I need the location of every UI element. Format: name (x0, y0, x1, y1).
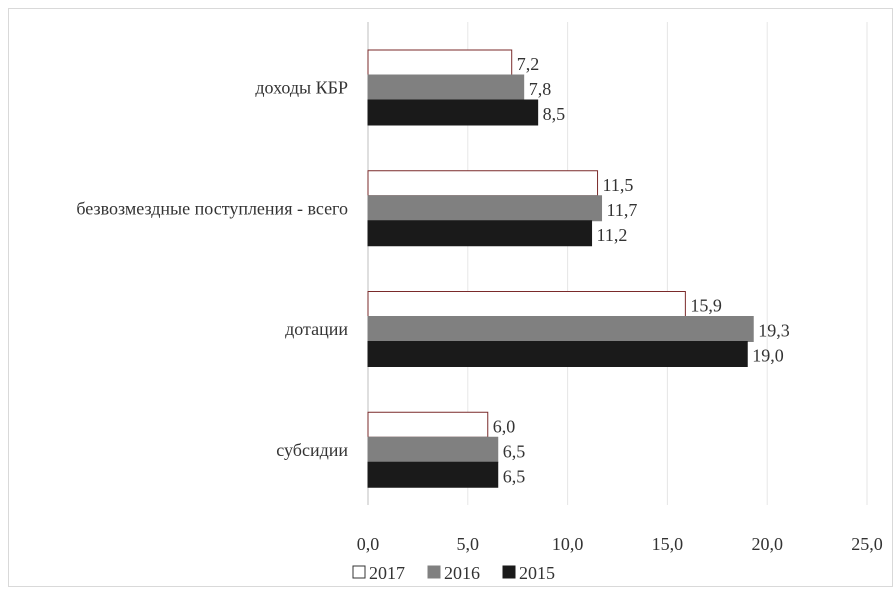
data-label: 11,5 (603, 175, 634, 195)
x-tick-label: 5,0 (457, 534, 480, 554)
bar-2016 (367, 436, 499, 463)
bar-2017 (367, 291, 686, 317)
bar-2017 (367, 411, 489, 438)
x-tick-labels: 0,0 5,0 10,0 15,0 20,0 25,0 (357, 534, 883, 554)
bar-2016 (367, 316, 754, 342)
data-label: 6,0 (493, 416, 516, 436)
bars (367, 49, 754, 488)
x-tick-label: 0,0 (357, 534, 380, 554)
data-label: 8,5 (543, 104, 566, 124)
bar-2015 (367, 220, 593, 247)
legend-label-2015: 2015 (519, 563, 555, 583)
legend-swatch-2017 (352, 565, 366, 579)
bar-2015 (367, 461, 499, 488)
bar-2017 (367, 49, 513, 76)
category-labels: доходы КБР безвозмездные поступления - вс… (76, 78, 348, 460)
data-label: 11,2 (597, 225, 628, 245)
data-label: 19,0 (752, 346, 784, 366)
bar-2015 (367, 341, 748, 367)
bar-2016 (367, 195, 603, 222)
data-labels: 7,2 7,8 8,5 11,5 11,7 11,2 15,9 19,3 19,0 6,0 6,5 6… (493, 54, 790, 486)
legend-label-2017: 2017 (369, 563, 405, 583)
legend: 2017 2016 2015 (352, 563, 555, 583)
bar-2017 (367, 170, 599, 197)
x-tick-label: 20,0 (751, 534, 783, 554)
bar-2015 (367, 99, 539, 126)
legend-swatch-2015 (502, 565, 516, 579)
category-label: безвозмездные поступления - всего (76, 198, 348, 218)
data-label: 7,2 (517, 54, 540, 74)
data-label: 6,5 (503, 466, 526, 486)
category-label: дотации (285, 319, 348, 339)
data-label: 7,8 (529, 79, 552, 99)
x-tick-label: 10,0 (552, 534, 584, 554)
legend-swatch-2016 (427, 565, 441, 579)
bar-2016 (367, 74, 525, 101)
legend-label-2016: 2016 (444, 563, 480, 583)
data-label: 11,7 (607, 200, 638, 220)
data-label: 6,5 (503, 441, 526, 461)
category-label: доходы КБР (255, 78, 348, 98)
x-tick-label: 25,0 (851, 534, 883, 554)
data-label: 15,9 (690, 296, 722, 316)
x-tick-label: 15,0 (652, 534, 684, 554)
data-label: 19,3 (758, 321, 790, 341)
category-label: субсидии (276, 440, 348, 460)
